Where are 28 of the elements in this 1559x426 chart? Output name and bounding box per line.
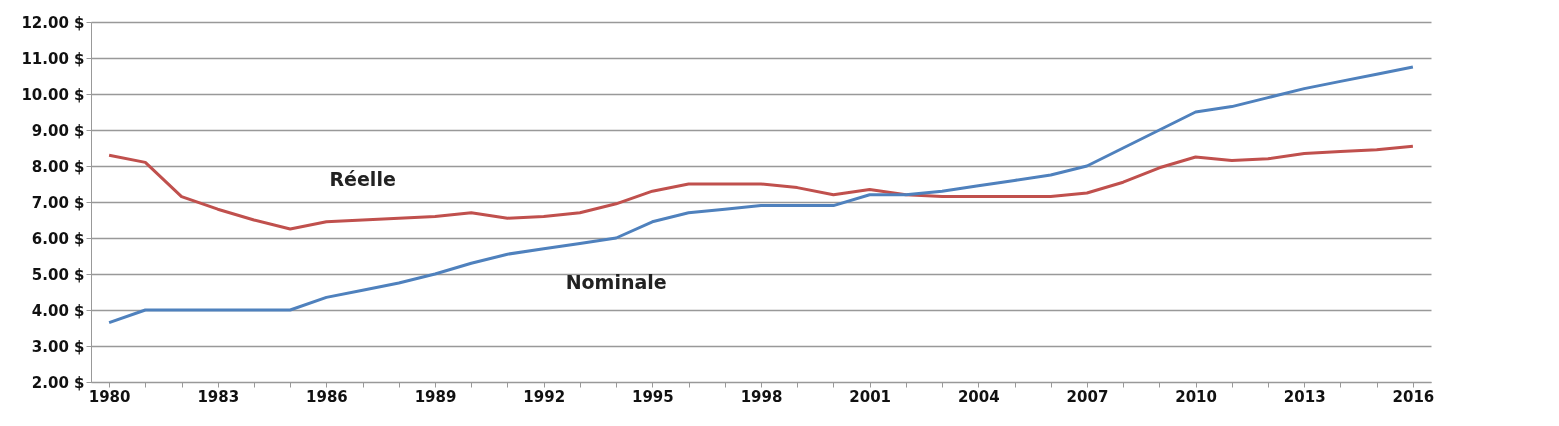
y-tick-label: 12.00 $ [21,13,85,32]
x-tick-label: 2013 [1283,387,1326,406]
y-tick-label: 11.00 $ [21,49,85,68]
y-tick-label: 9.00 $ [31,121,85,140]
x-tick-label: 2001 [849,387,892,406]
x-tick-label: 2007 [1066,387,1109,406]
x-tick-label: 1998 [740,387,783,406]
line-series [107,144,1415,231]
series-label: Nominale [565,271,667,293]
line-series [107,65,1415,325]
x-tick-label: 1992 [523,387,566,406]
series-label: Réelle [329,168,396,190]
y-tick-label: 2.00 $ [31,373,85,392]
y-tick-label: 5.00 $ [31,265,85,284]
x-tick-label: 1986 [306,387,348,406]
x-tick-label: 1980 [88,387,131,406]
y-tick-label: 6.00 $ [31,229,85,248]
x-tick-label: 1983 [197,387,240,406]
x-tick-label: 2004 [957,387,1000,406]
x-tick-label: 2010 [1175,387,1217,406]
y-tick-label: 3.00 $ [31,337,85,356]
x-tick-label: 1989 [414,387,457,406]
y-tick-label: 7.00 $ [31,193,85,212]
x-tick-label: 2016 [1392,387,1435,406]
x-tick-label: 1995 [631,387,674,406]
y-tick-label: 4.00 $ [31,301,85,320]
y-tick-label: 8.00 $ [31,157,85,176]
y-tick-label: 10.00 $ [21,85,85,104]
